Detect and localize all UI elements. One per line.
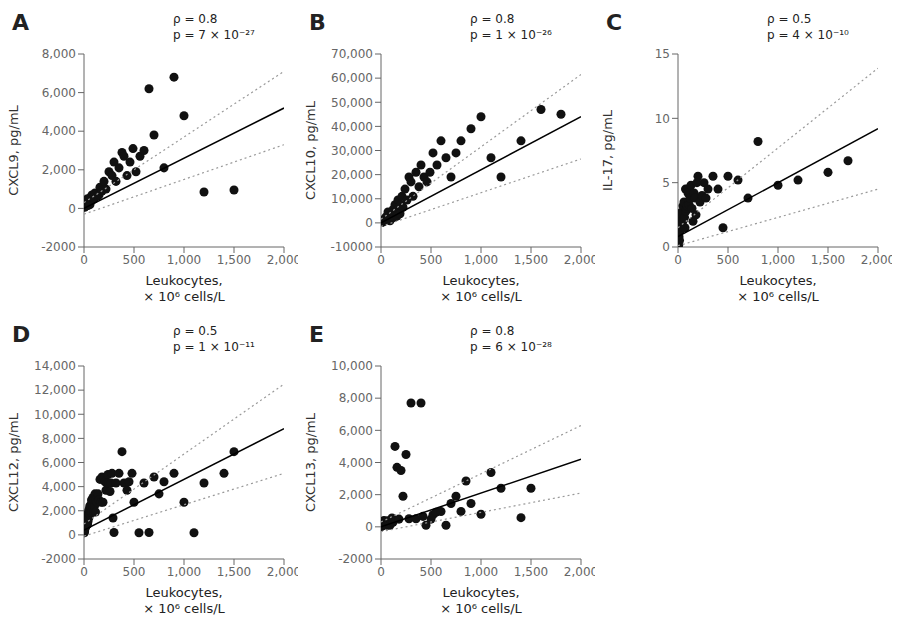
svg-text:2,000: 2,000 <box>267 253 298 267</box>
svg-text:2,000: 2,000 <box>42 163 76 177</box>
html-text:E: E <box>309 322 324 347</box>
svg-text:500: 500 <box>420 565 443 579</box>
svg-text:4,000: 4,000 <box>42 124 76 138</box>
svg-text:CXCL10, pg/mL: CXCL10, pg/mL <box>305 100 318 200</box>
svg-text:2,000: 2,000 <box>267 565 298 579</box>
svg-text:1,500: 1,500 <box>217 565 251 579</box>
svg-text:0: 0 <box>80 253 88 267</box>
svg-text:10,000: 10,000 <box>331 192 373 206</box>
html-text:p = 7 × 10⁻²⁷: p = 7 × 10⁻²⁷ <box>173 28 255 42</box>
svg-text:0: 0 <box>674 253 682 267</box>
svg-text:8,000: 8,000 <box>339 391 373 405</box>
svg-text:70,000: 70,000 <box>331 47 373 61</box>
svg-text:1,500: 1,500 <box>514 565 548 579</box>
svg-text:8,000: 8,000 <box>42 432 76 446</box>
svg-text:60,000: 60,000 <box>331 71 373 85</box>
html-text:ρ = 0.8: ρ = 0.8 <box>470 324 515 338</box>
html-text:× 10⁶ cells/L: × 10⁶ cells/L <box>440 289 522 304</box>
svg-text:0: 0 <box>377 253 385 267</box>
html-text:Leukocytes,: Leukocytes, <box>442 273 520 288</box>
svg-text:10: 10 <box>655 112 670 126</box>
svg-text:6,000: 6,000 <box>42 456 76 470</box>
svg-text:8,000: 8,000 <box>42 47 76 61</box>
svg-text:500: 500 <box>123 565 146 579</box>
html-text:p = 1 × 10⁻¹¹: p = 1 × 10⁻¹¹ <box>173 340 255 354</box>
svg-text:2,000: 2,000 <box>564 565 595 579</box>
svg-text:6,000: 6,000 <box>339 424 373 438</box>
svg-text:10,000: 10,000 <box>34 408 76 422</box>
svg-text:1,000: 1,000 <box>761 253 795 267</box>
svg-text:2,000: 2,000 <box>42 504 76 518</box>
svg-text:CXCL12, pg/mL: CXCL12, pg/mL <box>8 412 21 512</box>
html-text:Leukocytes,: Leukocytes, <box>145 585 223 600</box>
svg-text:500: 500 <box>420 253 443 267</box>
svg-text:-2000: -2000 <box>41 240 76 254</box>
svg-text:0: 0 <box>365 216 373 230</box>
html-text:Leukocytes,: Leukocytes, <box>145 273 223 288</box>
html-text:ρ = 0.5: ρ = 0.5 <box>767 12 812 26</box>
html-text:ρ = 0.8: ρ = 0.8 <box>470 12 515 26</box>
html-text:p = 1 × 10⁻²⁶: p = 1 × 10⁻²⁶ <box>470 28 552 42</box>
svg-text:-2000: -2000 <box>338 552 373 566</box>
html-text:ρ = 0.8: ρ = 0.8 <box>173 12 218 26</box>
svg-text:-10000: -10000 <box>330 240 373 254</box>
svg-text:0: 0 <box>80 565 88 579</box>
html-text:× 10⁶ cells/L: × 10⁶ cells/L <box>143 289 225 304</box>
html-text:× 10⁶ cells/L: × 10⁶ cells/L <box>440 601 522 616</box>
svg-text:4,000: 4,000 <box>339 456 373 470</box>
svg-text:1,500: 1,500 <box>217 253 251 267</box>
svg-text:1,000: 1,000 <box>167 565 201 579</box>
svg-text:0: 0 <box>365 520 373 534</box>
svg-text:CXCL9, pg/mL: CXCL9, pg/mL <box>8 104 21 195</box>
svg-text:1,500: 1,500 <box>514 253 548 267</box>
svg-text:1,000: 1,000 <box>167 253 201 267</box>
html-text:p = 6 × 10⁻²⁸: p = 6 × 10⁻²⁸ <box>470 340 552 354</box>
svg-text:6,000: 6,000 <box>42 86 76 100</box>
svg-text:-2000: -2000 <box>41 552 76 566</box>
svg-text:0: 0 <box>68 528 76 542</box>
html-text:× 10⁶ cells/L: × 10⁶ cells/L <box>143 601 225 616</box>
svg-text:2,000: 2,000 <box>339 488 373 502</box>
svg-text:1,500: 1,500 <box>811 253 845 267</box>
svg-text:12,000: 12,000 <box>34 383 76 397</box>
svg-text:0: 0 <box>68 202 76 216</box>
html-text:C: C <box>606 10 623 35</box>
svg-text:2,000: 2,000 <box>861 253 892 267</box>
svg-text:0: 0 <box>377 565 385 579</box>
html-text:A: A <box>12 10 29 35</box>
svg-text:50,000: 50,000 <box>331 96 373 110</box>
html-text:ρ = 0.5: ρ = 0.5 <box>173 324 218 338</box>
html-text:× 10⁶ cells/L: × 10⁶ cells/L <box>737 289 819 304</box>
svg-text:5: 5 <box>662 176 670 190</box>
svg-text:0: 0 <box>662 240 670 254</box>
svg-text:40,000: 40,000 <box>331 120 373 134</box>
html-text:Leukocytes,: Leukocytes, <box>739 273 817 288</box>
svg-text:CXCL13, pg/mL: CXCL13, pg/mL <box>305 412 318 512</box>
html-text:Leukocytes,: Leukocytes, <box>442 585 520 600</box>
svg-text:30,000: 30,000 <box>331 144 373 158</box>
svg-text:14,000: 14,000 <box>34 359 76 373</box>
svg-text:1,000: 1,000 <box>464 565 498 579</box>
svg-text:15: 15 <box>655 47 670 61</box>
html-text:p = 4 × 10⁻¹⁰: p = 4 × 10⁻¹⁰ <box>767 28 849 42</box>
svg-text:IL-17, pg/mL: IL-17, pg/mL <box>602 109 615 191</box>
svg-text:4,000: 4,000 <box>42 480 76 494</box>
svg-text:1,000: 1,000 <box>464 253 498 267</box>
svg-text:20,000: 20,000 <box>331 168 373 182</box>
svg-text:500: 500 <box>717 253 740 267</box>
html-text:D: D <box>12 322 31 347</box>
html-text:B: B <box>309 10 326 35</box>
svg-text:2,000: 2,000 <box>564 253 595 267</box>
svg-text:10,000: 10,000 <box>331 359 373 373</box>
svg-text:500: 500 <box>123 253 146 267</box>
